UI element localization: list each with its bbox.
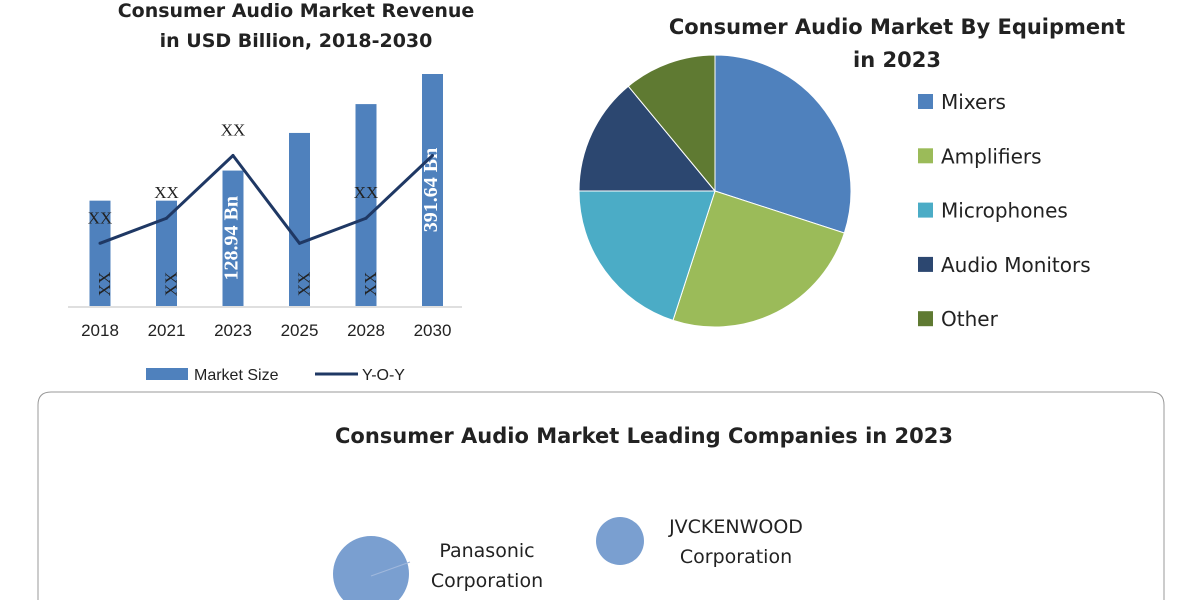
yoy-label-2021: XX — [154, 183, 179, 202]
bar-series: XX XX 128.94 Bn XX XX 391.64 Bn — [89, 74, 443, 307]
yoy-label-2018: XX — [88, 208, 113, 227]
pie-legend-swatch-microphones — [918, 202, 933, 218]
pie-slice-mixers — [714, 54, 852, 234]
bar-2021 — [156, 200, 177, 306]
company-bubble-panasonic — [333, 536, 409, 600]
bar-2018 — [89, 200, 111, 306]
pie-legend-label-mixers: Mixers — [941, 90, 1006, 114]
bar-chart-title-line-1: Consumer Audio Market Revenue — [118, 0, 475, 22]
yoy-point-2021 — [165, 216, 168, 220]
x-tick-2018: 2018 — [81, 321, 119, 340]
company-label-jvckenwood-1: Corporation — [680, 546, 792, 568]
yoy-point-2023 — [231, 154, 235, 158]
legend-market-size-label: Market Size — [194, 367, 279, 384]
pie-slice-other — [627, 54, 716, 193]
yoy-label-2028: XX — [354, 183, 379, 202]
pie-chart — [578, 54, 852, 328]
pie-legend-swatch-other — [918, 311, 933, 327]
pie-legend-label-microphones: Microphones — [941, 199, 1068, 223]
company-label-jvckenwood-0: JVCKENWOOD — [668, 516, 803, 538]
companies-panel-border — [37, 391, 1165, 600]
yoy-line-series: XX XX XX XX — [88, 121, 434, 245]
pie-legend-label-other: Other — [941, 307, 999, 331]
bar-label-2028: XX — [361, 272, 380, 297]
yoy-point-2018 — [98, 241, 102, 245]
bar-label-2023: 128.94 Bn — [221, 196, 243, 280]
company-bubble-jvckenwood — [596, 517, 644, 565]
yoy-point-2025 — [298, 241, 301, 245]
pie-legend-label-audio-monitors: Audio Monitors — [941, 253, 1091, 277]
x-tick-2025: 2025 — [281, 321, 319, 340]
bar-label-2018: XX — [95, 272, 114, 297]
bar-label-2021: XX — [161, 272, 180, 297]
company-bubbles: Panasonic Corporation JVCKENWOOD Corporatio… — [333, 516, 803, 600]
legend-market-size-swatch — [146, 368, 188, 380]
pie-legend-swatch-mixers — [918, 94, 933, 109]
bar-label-2030: 391.64 Bn — [420, 148, 442, 232]
company-label-panasonic-0: Panasonic — [439, 540, 534, 562]
company-label-panasonic-1: Corporation — [431, 570, 543, 592]
pie-slice-microphones — [578, 190, 716, 321]
pie-legend-swatch-audio-monitors — [918, 256, 933, 272]
x-tick-2023: 2023 — [214, 321, 252, 340]
pie-chart-title-line-1: Consumer Audio Market By Equipment — [669, 15, 1125, 39]
yoy-label-2023: XX — [221, 121, 246, 140]
bar-2028 — [355, 104, 377, 307]
x-tick-2021: 2021 — [148, 321, 186, 340]
pie-slice-audio-monitors — [578, 85, 717, 192]
bar-2030 — [422, 74, 443, 306]
bar-label-2025: XX — [294, 272, 313, 297]
company-leader-line — [370, 561, 411, 577]
yoy-line — [99, 154, 434, 245]
pie-chart-title-line-2: in 2023 — [853, 48, 941, 72]
bar-chart-title-line-2: in USD Billion, 2018-2030 — [160, 30, 433, 52]
yoy-point-2028 — [364, 216, 368, 220]
x-axis-tick-labels: 2018 2021 2023 2025 2028 2030 — [81, 321, 451, 340]
legend-yoy-label: Y-O-Y — [362, 367, 405, 384]
bar-2023 — [222, 170, 244, 306]
yoy-point-2030 — [431, 154, 434, 158]
pie-legend-label-amplifiers: Amplifiers — [941, 144, 1042, 168]
companies-title: Consumer Audio Market Leading Companies … — [335, 424, 953, 448]
x-tick-2028: 2028 — [347, 321, 385, 340]
pie-legend-swatch-amplifiers — [918, 148, 933, 164]
bar-2025 — [289, 132, 310, 306]
pie-legend: Mixers Amplifiers Microphones Audio Monitor… — [918, 90, 1091, 331]
x-tick-2030: 2030 — [414, 321, 452, 340]
pie-slice-amplifiers — [672, 190, 845, 328]
